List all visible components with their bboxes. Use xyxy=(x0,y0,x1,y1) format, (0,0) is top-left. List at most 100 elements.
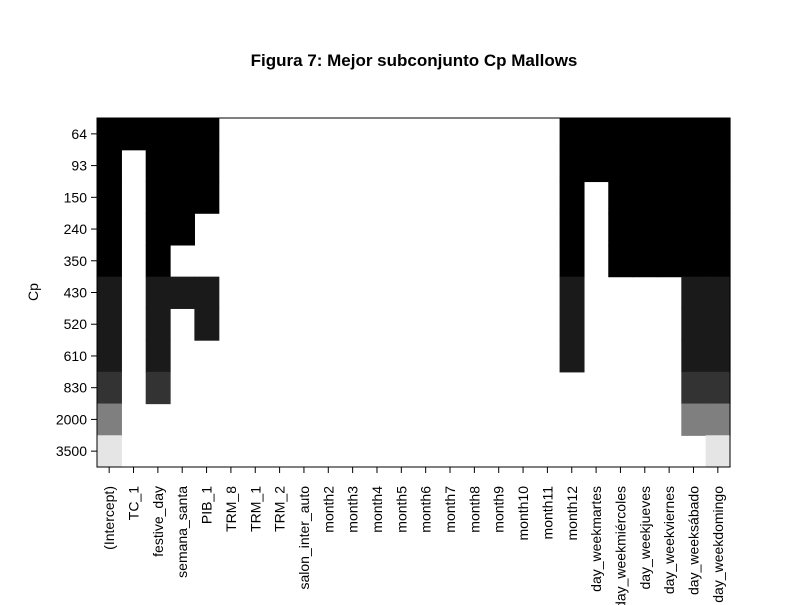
heatmap-cell xyxy=(145,371,171,405)
heatmap-cell xyxy=(145,181,171,214)
heatmap-cell xyxy=(97,181,122,214)
heatmap-cell xyxy=(145,244,171,278)
heatmap-cell xyxy=(632,213,658,246)
heatmap-cell xyxy=(681,149,707,183)
heatmap-cell xyxy=(559,213,585,246)
heatmap-cell xyxy=(705,118,731,151)
heatmap-cell xyxy=(170,181,195,214)
x-tick-label: (Intercept) xyxy=(101,486,117,550)
heatmap-cell xyxy=(170,149,195,183)
x-tick-label: month8 xyxy=(466,486,482,533)
heatmap-cell xyxy=(97,118,122,151)
heatmap-cell xyxy=(97,244,122,278)
heatmap-cell xyxy=(145,149,171,183)
x-tick-label: TRM_2 xyxy=(272,486,288,532)
heatmap-cell xyxy=(681,276,707,309)
heatmap-cell xyxy=(705,276,731,309)
x-tick-label: day_weekmartes xyxy=(588,486,604,592)
heatmap-cell xyxy=(145,276,171,309)
heatmap-cell xyxy=(194,308,220,341)
x-tick-label: month9 xyxy=(491,486,507,533)
y-tick-label: 240 xyxy=(64,221,88,237)
heatmap-cell xyxy=(559,340,585,373)
x-tick-label: TRM_1 xyxy=(247,486,263,532)
heatmap-cell xyxy=(145,308,171,341)
x-tick-label: month6 xyxy=(418,486,434,533)
x-tick-label: month5 xyxy=(393,486,409,533)
x-tick-label: day_weeksábado xyxy=(685,486,701,595)
y-tick-label: 150 xyxy=(64,189,88,205)
x-tick-label: month10 xyxy=(515,486,531,541)
heatmap-cell xyxy=(656,213,682,246)
x-tick-label: salon_inter_auto xyxy=(296,486,312,590)
x-tick-label: TRM_8 xyxy=(223,486,239,532)
x-tick-label: day_weekviernes xyxy=(661,486,677,594)
heatmap-cell xyxy=(559,149,585,183)
heatmap-cell xyxy=(632,149,658,183)
x-tick-label: month2 xyxy=(320,486,336,533)
y-tick-label: 430 xyxy=(64,285,88,301)
x-tick-label: month3 xyxy=(345,486,361,533)
x-tick-label: month4 xyxy=(369,486,385,533)
heatmap-cell xyxy=(705,371,731,405)
y-tick-label: 610 xyxy=(64,348,88,364)
y-tick-label: 520 xyxy=(64,316,88,332)
heatmap-cell xyxy=(681,371,707,405)
heatmap-cell xyxy=(559,181,585,214)
heatmap-cell xyxy=(583,149,609,183)
heatmap-cell xyxy=(97,403,122,436)
heatmap-cell xyxy=(681,403,707,436)
heatmap-cell xyxy=(656,149,682,183)
x-tick-label: festive_day xyxy=(150,486,166,557)
heatmap-cell xyxy=(97,435,122,468)
heatmap-cell xyxy=(681,340,707,373)
heatmap-cell xyxy=(632,181,658,214)
heatmap-cell xyxy=(656,244,682,278)
heatmap-cell xyxy=(705,213,731,246)
x-tick-label: month7 xyxy=(442,486,458,533)
heatmap-cell xyxy=(559,276,585,309)
heatmap-cell xyxy=(194,181,220,214)
heatmap-cell xyxy=(194,118,220,151)
heatmap-cell xyxy=(583,118,609,151)
heatmap-cell xyxy=(705,244,731,278)
heatmap-cell xyxy=(705,149,731,183)
heatmap-cell xyxy=(97,276,122,309)
heatmap-cell xyxy=(705,340,731,373)
heatmap-cell xyxy=(194,276,220,309)
heatmap-cell xyxy=(97,149,122,183)
heatmap-cell xyxy=(656,118,682,151)
heatmap-cell xyxy=(681,244,707,278)
heatmap-cell xyxy=(170,276,195,309)
y-tick-label: 830 xyxy=(64,380,88,396)
heatmap-cells xyxy=(97,118,731,468)
heatmap-cell xyxy=(170,118,195,151)
heatmap-cell xyxy=(681,213,707,246)
heatmap-cell xyxy=(681,308,707,341)
heatmap-cell xyxy=(705,308,731,341)
y-tick-label: 93 xyxy=(71,158,87,174)
x-tick-label: semana_santa xyxy=(174,486,190,578)
heatmap-cell xyxy=(97,371,122,405)
heatmap-cell xyxy=(608,213,634,246)
y-axis-label: Cp xyxy=(25,283,41,301)
heatmap-cell xyxy=(632,118,658,151)
heatmap-cell xyxy=(608,149,634,183)
heatmap-cell xyxy=(559,118,585,151)
heatmap-cell xyxy=(170,213,195,246)
heatmap-cell xyxy=(559,308,585,341)
heatmap-cell xyxy=(121,118,147,151)
y-tick-label: 2000 xyxy=(56,411,87,427)
x-tick-label: PIB_1 xyxy=(199,486,215,524)
heatmap-cell xyxy=(681,118,707,151)
x-tick-label: TC_1 xyxy=(126,486,142,520)
x-tick-label: day_weekdomingo xyxy=(710,486,726,603)
heatmap-cell xyxy=(145,118,171,151)
heatmap-cell xyxy=(559,244,585,278)
heatmap-cell xyxy=(97,308,122,341)
y-tick-label: 350 xyxy=(64,253,88,269)
y-axis: 64 93 150 240 350 430 520 610 830 2000 3500 xyxy=(56,126,97,459)
x-tick-label: day_weekjueves xyxy=(637,486,653,590)
y-tick-label: 64 xyxy=(71,126,87,142)
